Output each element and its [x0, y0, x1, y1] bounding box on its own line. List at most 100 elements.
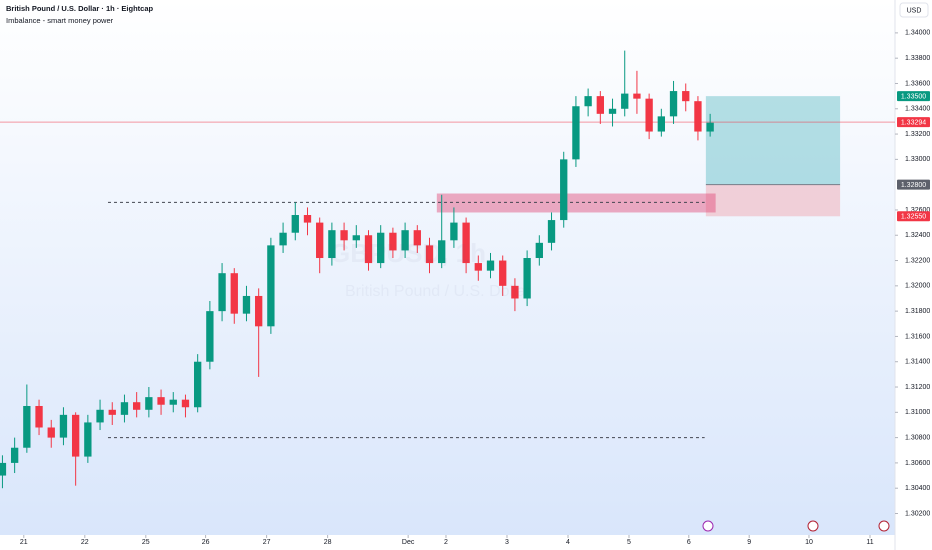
candle-body [71, 414, 80, 457]
candle-body [547, 220, 556, 243]
candle-body [303, 215, 312, 223]
candle-body [169, 399, 177, 405]
y-tick-label: 1.30800 [905, 434, 930, 441]
event-icon[interactable] [878, 520, 890, 532]
price-tag-label: 1.32800 [901, 182, 926, 189]
candle-body [682, 91, 690, 102]
x-tick-label: Dec [402, 539, 415, 546]
candle-body [84, 422, 92, 457]
x-tick-label: 10 [805, 539, 813, 546]
candle-body [523, 258, 531, 299]
x-tick-label: 5 [627, 539, 631, 546]
price-tag-label: 1.32550 [901, 214, 926, 221]
x-tick-label: 9 [747, 539, 751, 546]
x-tick-label: 27 [263, 539, 271, 546]
candle-body [255, 295, 263, 327]
y-tick-label: 1.33400 [905, 106, 930, 113]
candle-body [486, 260, 495, 271]
y-tick-label: 1.32400 [905, 232, 930, 239]
price-tag-label: 1.33294 [901, 120, 926, 127]
y-tick-label: 1.33600 [905, 80, 930, 87]
x-tick-label: 28 [324, 539, 332, 546]
candle-body [120, 402, 129, 415]
candle-body [364, 235, 373, 264]
candle-body [462, 222, 470, 264]
candle-body [206, 311, 214, 362]
x-tick-label: 2 [444, 539, 448, 546]
candle-body [645, 98, 653, 132]
candle-body [316, 222, 324, 259]
candle-body [181, 399, 190, 408]
candle-body [328, 230, 336, 259]
imbalance-zone [436, 193, 716, 213]
candle-body [584, 96, 592, 107]
indicator-name: Imbalance - smart money power [6, 16, 114, 25]
candle-body [535, 242, 543, 259]
y-tick-label: 1.30400 [905, 485, 930, 492]
price-tag [897, 91, 930, 102]
candle-body [218, 273, 226, 312]
candle-body [10, 447, 19, 463]
x-tick-label: 25 [142, 539, 150, 546]
candle-body [145, 397, 153, 410]
take-profit-zone [705, 96, 841, 185]
y-tick-label: 1.33200 [905, 131, 930, 138]
x-tick-label: 6 [687, 539, 691, 546]
candle-body [572, 106, 580, 160]
candle-body [669, 91, 678, 117]
candle-body [132, 402, 141, 410]
candle-body [96, 409, 104, 423]
candle-body [194, 361, 202, 408]
candle-body [608, 108, 617, 114]
candle-body [560, 159, 568, 221]
x-tick-label: 22 [81, 539, 89, 546]
y-tick-label: 1.31400 [905, 359, 930, 366]
watermark: GBPUSD, 1h [330, 238, 486, 268]
price-tag [897, 117, 930, 128]
y-tick-label: 1.32000 [905, 283, 930, 290]
price-tag-label: 1.33500 [901, 93, 926, 100]
candle-body [474, 263, 482, 271]
y-tick-label: 1.31000 [905, 409, 930, 416]
candle-body [401, 230, 409, 251]
currency-button[interactable] [899, 2, 929, 18]
candle-body [47, 427, 55, 438]
plot-background [0, 0, 895, 535]
candle-body [23, 405, 31, 448]
candle-body [596, 96, 604, 114]
price-tag [897, 179, 930, 190]
price-tag [897, 211, 930, 222]
candle-body [633, 93, 641, 99]
candle-body [389, 232, 397, 251]
candle-body [340, 230, 348, 241]
candle-body [511, 285, 519, 299]
y-tick-label: 1.34000 [905, 30, 930, 37]
candle-body [291, 215, 299, 233]
y-tick-label: 1.33800 [905, 55, 930, 62]
y-tick-label: 1.32600 [905, 207, 930, 214]
event-icon[interactable] [807, 520, 819, 532]
y-tick-label: 1.33000 [905, 156, 930, 163]
candle-body [242, 295, 251, 314]
currency-label[interactable]: USD [907, 7, 922, 14]
candle-body [657, 116, 665, 132]
candle-body [279, 232, 287, 246]
candle-body [438, 240, 446, 264]
candle-body [499, 260, 507, 286]
x-tick-label: 26 [202, 539, 210, 546]
candle-body [425, 245, 434, 264]
candle-body [352, 235, 360, 241]
candle-body [694, 101, 702, 132]
candle-body [230, 273, 238, 314]
y-tick-label: 1.32200 [905, 257, 930, 264]
time-axis [0, 535, 895, 550]
candle-body [0, 462, 7, 476]
y-tick-label: 1.31800 [905, 308, 930, 315]
x-tick-label: 21 [20, 539, 28, 546]
candle-body [413, 230, 421, 246]
candle-body [450, 222, 458, 241]
chart-title: British Pound / U.S. Dollar · 1h · Eight… [6, 4, 154, 13]
candle-body [108, 409, 116, 415]
event-icon[interactable] [702, 520, 714, 532]
